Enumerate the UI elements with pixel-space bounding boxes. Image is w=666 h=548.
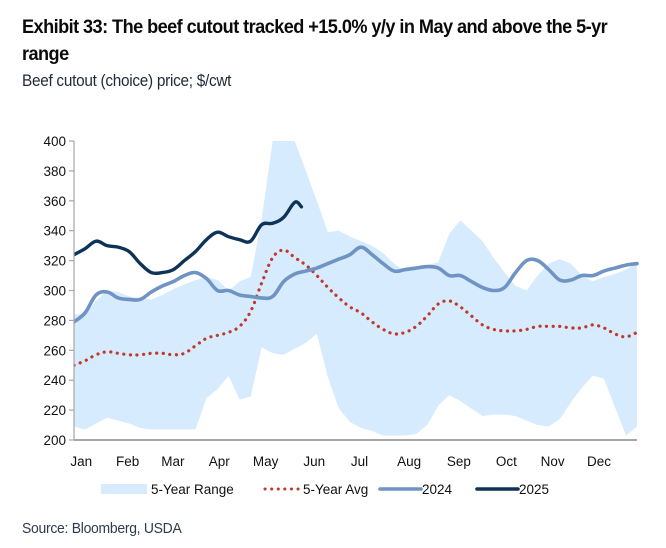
- axes: 200 220 240 260 280 300 320 340 360 380 400 Jan Feb M…: [43, 134, 637, 469]
- y-tick-label: 340: [43, 224, 66, 239]
- x-tick-label: Aug: [397, 454, 421, 469]
- source-note: Source: Bloomberg, USDA: [22, 520, 182, 537]
- x-tick-label: Jul: [351, 454, 368, 469]
- x-tick-label: May: [253, 454, 279, 469]
- x-tick-label: Nov: [541, 454, 565, 469]
- series-5-year-range-area: [74, 141, 637, 436]
- legend: 5-Year Range 5-Year Avg 2024 2025: [101, 482, 549, 497]
- plot-area: [74, 141, 639, 436]
- y-tick-label: 200: [43, 433, 66, 448]
- x-tick-label: Feb: [116, 454, 139, 469]
- chart-subtitle: Beef cutout (choice) price; $/cwt: [22, 72, 232, 90]
- x-tick-label: Dec: [587, 454, 611, 469]
- x-tick-label: Apr: [209, 454, 231, 469]
- legend-swatch-range: [101, 484, 147, 494]
- legend-label: 5-Year Avg: [303, 482, 368, 497]
- legend-item-y2024: 2024: [378, 482, 453, 497]
- x-tick-label: Oct: [496, 454, 517, 469]
- legend-label: 2024: [422, 482, 453, 497]
- y-tick-label: 360: [43, 194, 66, 209]
- y-tick-label: 380: [43, 164, 66, 179]
- y-tick-label: 240: [43, 373, 66, 388]
- y-tick-label: 400: [43, 134, 66, 149]
- series-2025-line: [74, 200, 304, 276]
- legend-label: 2025: [519, 482, 549, 497]
- chart-title: Exhibit 33: The beef cutout tracked +15.…: [22, 16, 608, 65]
- legend-item-y2025: 2025: [475, 482, 549, 497]
- y-tick-label: 280: [43, 313, 66, 328]
- legend-item-avg: 5-Year Avg: [263, 482, 368, 497]
- x-tick-label: Mar: [161, 454, 185, 469]
- legend-label: 5-Year Range: [151, 482, 234, 497]
- y-tick-label: 260: [43, 343, 66, 358]
- x-tick-label: Jan: [70, 454, 92, 469]
- y-tick-label: 220: [43, 403, 66, 418]
- series-2024-line: [74, 245, 639, 324]
- y-tick-label: 300: [43, 284, 66, 299]
- legend-item-range: 5-Year Range: [101, 482, 234, 497]
- y-tick-label: 320: [43, 254, 66, 269]
- x-tick-label: Jun: [303, 454, 325, 469]
- x-tick-label: Sep: [447, 454, 471, 469]
